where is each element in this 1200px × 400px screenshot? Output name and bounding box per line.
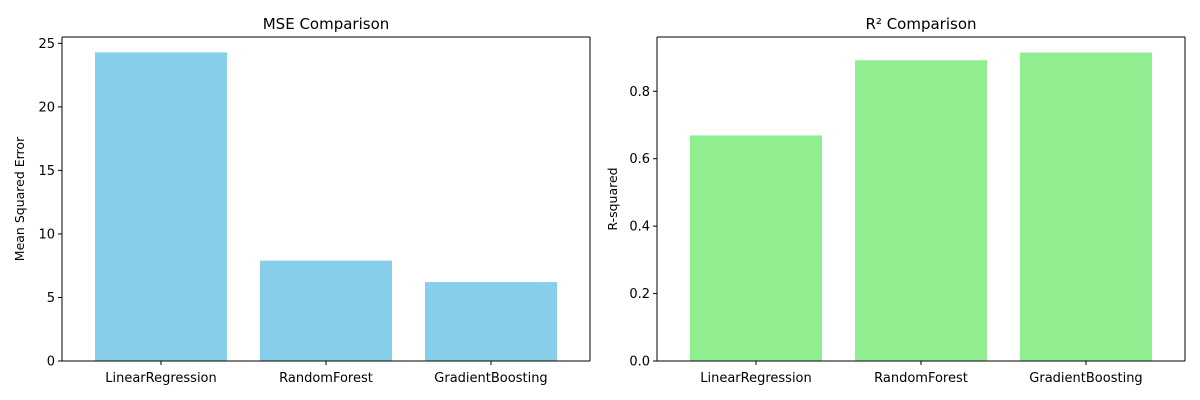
chart-1-xtick-label-2: RandomForest: [279, 371, 373, 386]
chart-2-bar-3: [1020, 52, 1152, 361]
chart-1-ytick-label-1: 0: [47, 355, 55, 370]
chart-2-ytick-label-3: 0.4: [629, 220, 650, 235]
chart-2-title: R² Comparison: [865, 15, 976, 33]
chart-2-ytick-label-2: 0.2: [629, 287, 650, 302]
chart-1-bar-3: [425, 282, 557, 361]
chart-1-title: MSE Comparison: [263, 15, 390, 33]
chart-1-ytick-label-5: 20: [38, 100, 55, 115]
chart-1-xtick-label-3: GradientBoosting: [434, 371, 547, 386]
chart-2-bar-1: [690, 135, 822, 361]
chart-2-bar-2: [855, 60, 987, 361]
chart-1-ytick-label-2: 5: [47, 291, 55, 306]
chart-2-ytick-label-5: 0.8: [629, 85, 650, 100]
chart-1-ytick-label-3: 10: [38, 227, 55, 242]
chart-1-bar-2: [260, 260, 392, 361]
chart-2-xtick-label-1: LinearRegression: [700, 371, 812, 386]
chart-1-xtick-label-1: LinearRegression: [105, 371, 217, 386]
chart-2-xtick-label-2: RandomForest: [874, 371, 968, 386]
chart-1-bar-1: [95, 52, 227, 362]
chart-2-ytick-label-4: 0.6: [629, 152, 650, 167]
chart-2-ytick-label-1: 0.0: [629, 355, 650, 370]
chart-2-xtick-label-3: GradientBoosting: [1029, 371, 1142, 386]
chart-2-ylabel: R-squared: [605, 167, 620, 230]
chart-1-ylabel: Mean Squared Error: [12, 136, 27, 261]
chart-1-ytick-label-4: 15: [38, 164, 55, 179]
chart-1-ytick-label-6: 25: [38, 37, 55, 52]
